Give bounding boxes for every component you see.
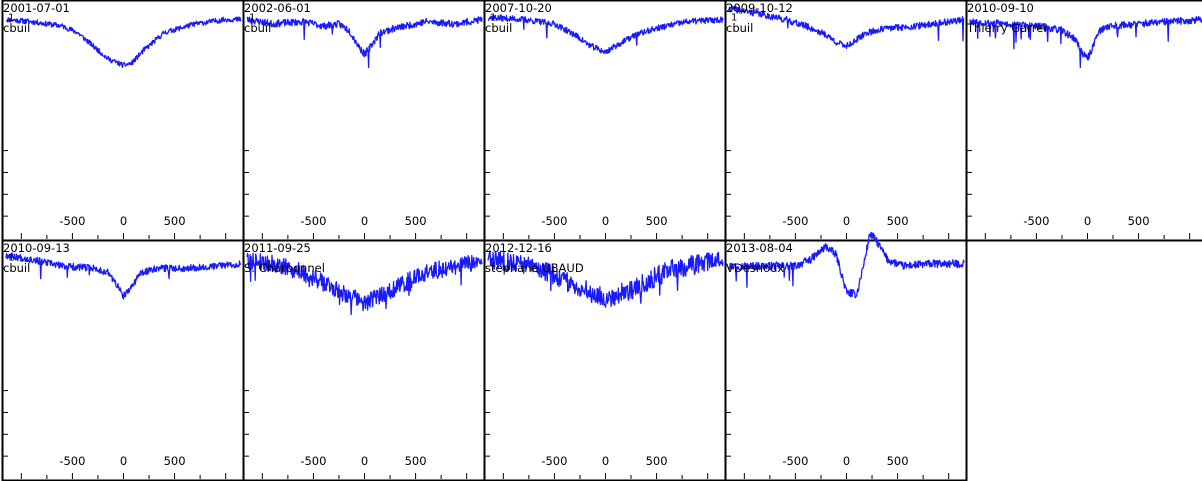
x-tick-label: 500 bbox=[646, 454, 668, 468]
x-tick-label: 0 bbox=[1084, 214, 1091, 228]
x-tick-label: -500 bbox=[59, 454, 85, 468]
spectrum-line bbox=[5, 16, 242, 69]
x-tick-label: 0 bbox=[120, 454, 127, 468]
y-axis-label: 1 bbox=[731, 12, 737, 23]
spectrum-line bbox=[969, 16, 1202, 68]
panel-observer: cbuil bbox=[3, 261, 30, 275]
spectrum-line bbox=[487, 250, 724, 308]
chart-panel: 2011-09-25 S. Charbonnel -500 0 500 bbox=[242, 239, 486, 481]
panel-observer: S. Charbonnel bbox=[244, 261, 325, 275]
chart-panel: 2010-09-10 Thierry Garrel -500 0 500 bbox=[965, 0, 1202, 242]
panel-frame bbox=[242, 0, 486, 242]
panel-observer: Thierry Garrel bbox=[966, 21, 1047, 35]
x-tick-label: 500 bbox=[164, 454, 186, 468]
panel-date: 2011-09-25 bbox=[244, 241, 311, 255]
y-axis-label: 1 bbox=[490, 12, 496, 23]
y-axis-label: 1 bbox=[249, 12, 255, 23]
x-tick-label: -500 bbox=[782, 454, 808, 468]
x-tick-label: -500 bbox=[541, 454, 567, 468]
panel-date: 2001-07-01 bbox=[3, 1, 70, 15]
x-tick-label: -500 bbox=[782, 214, 808, 228]
panel-frame bbox=[965, 0, 1202, 242]
spectrum-line bbox=[728, 5, 965, 50]
x-tick-label: 500 bbox=[164, 214, 186, 228]
panel-observer: cbuil bbox=[3, 21, 30, 35]
x-tick-label: -500 bbox=[541, 214, 567, 228]
x-tick-label: -500 bbox=[1023, 214, 1049, 228]
x-tick-label: 500 bbox=[405, 214, 427, 228]
panel-observer: cbuil bbox=[244, 21, 271, 35]
panel-observer: stephane UBAUD bbox=[485, 261, 584, 275]
panel-observer: VDesnoux bbox=[726, 261, 784, 275]
panel-frame bbox=[1, 239, 245, 481]
x-tick-label: -500 bbox=[59, 214, 85, 228]
x-tick-label: 0 bbox=[602, 214, 609, 228]
panel-date: 2009-10-12 bbox=[726, 1, 793, 15]
x-tick-label: 0 bbox=[361, 454, 368, 468]
panel-date: 2013-08-04 bbox=[726, 241, 793, 255]
panel-date: 2002-06-01 bbox=[244, 1, 311, 15]
x-tick-label: -500 bbox=[300, 214, 326, 228]
y-axis-label: 1 bbox=[8, 12, 14, 23]
panel-frame bbox=[242, 239, 486, 481]
panel-frame bbox=[1, 0, 245, 242]
x-tick-label: 0 bbox=[843, 214, 850, 228]
x-tick-label: 0 bbox=[361, 214, 368, 228]
spectrum-line bbox=[246, 16, 483, 69]
panel-frame bbox=[724, 0, 968, 242]
chart-panel: 2012-12-16 stephane UBAUD -500 0 500 bbox=[483, 239, 727, 481]
spectrum-line bbox=[5, 252, 242, 300]
panel-date: 2010-09-10 bbox=[967, 1, 1034, 15]
chart-panel: 2013-08-04 VDesnoux -500 0 500 bbox=[724, 231, 968, 481]
panel-frame bbox=[483, 0, 727, 242]
x-tick-label: 500 bbox=[887, 214, 909, 228]
x-tick-label: 500 bbox=[405, 454, 427, 468]
spectrum-line bbox=[728, 231, 965, 299]
panel-date: 2012-12-16 bbox=[485, 241, 552, 255]
panel-date: 2010-09-13 bbox=[3, 241, 70, 255]
x-tick-label: 500 bbox=[646, 214, 668, 228]
y-axis-label: 1 bbox=[8, 252, 14, 263]
spectrum-line bbox=[487, 14, 724, 55]
x-tick-label: 0 bbox=[602, 454, 609, 468]
x-tick-label: 500 bbox=[1128, 214, 1150, 228]
panel-frame bbox=[724, 239, 968, 481]
x-tick-label: 0 bbox=[120, 214, 127, 228]
x-tick-label: 500 bbox=[887, 454, 909, 468]
panel-observer: cbuil bbox=[726, 21, 753, 35]
spectrum-line bbox=[246, 252, 483, 316]
x-tick-label: 0 bbox=[843, 454, 850, 468]
panel-observer: cbuil bbox=[485, 21, 512, 35]
panel-frame bbox=[483, 239, 727, 481]
x-tick-label: -500 bbox=[300, 454, 326, 468]
panel-date: 2007-10-20 bbox=[485, 1, 552, 15]
